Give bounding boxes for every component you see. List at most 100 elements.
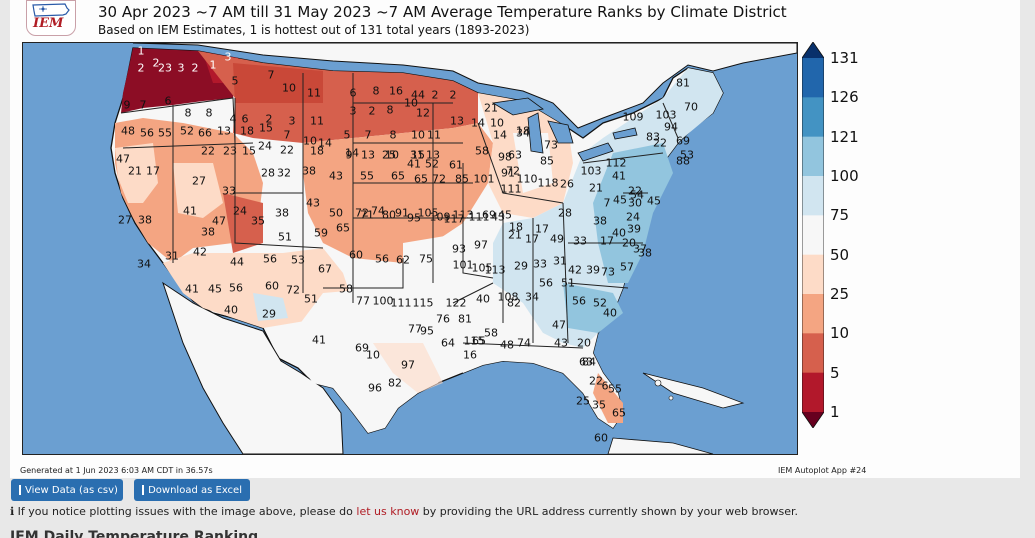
district-rank-label: 101 <box>473 172 495 186</box>
district-rank-label: 15 <box>411 148 425 162</box>
district-rank-label: 70 <box>684 100 698 114</box>
district-rank-label: 65 <box>414 172 428 186</box>
district-rank-label: 69 <box>676 134 690 148</box>
district-rank-label: 25 <box>382 148 396 162</box>
district-rank-label: 18 <box>516 124 530 138</box>
district-rank-label: 24 <box>258 139 272 153</box>
district-rank-label: 81 <box>676 76 690 90</box>
district-rank-label: 40 <box>224 303 238 317</box>
view-data-csv-button[interactable]: View Data (as csv) <box>11 479 123 501</box>
plotting-issues-notice: ℹ If you notice plotting issues with the… <box>10 505 798 518</box>
district-rank-label: 6 <box>241 112 249 126</box>
district-rank-label: 51 <box>304 292 318 306</box>
district-rank-label: 105 <box>417 206 439 220</box>
district-rank-label: 81 <box>458 312 472 326</box>
colorbar-segment <box>802 136 824 177</box>
district-rank-label: 49 <box>550 232 564 246</box>
colorbar-bottom-arrow <box>802 412 824 428</box>
district-rank-label: 83 <box>646 130 660 144</box>
district-rank-label: 72 <box>432 172 446 186</box>
district-rank-label: 2 <box>368 104 376 118</box>
district-rank-label: 14 <box>493 128 507 142</box>
district-rank-label: 53 <box>680 148 694 162</box>
view-data-csv-label: View Data (as csv) <box>25 484 118 496</box>
colorbar-segment <box>802 333 824 374</box>
district-rank-label: 56 <box>229 281 243 295</box>
district-rank-label: 76 <box>436 312 450 326</box>
district-rank-label: 67 <box>318 262 332 276</box>
district-rank-label: 72 <box>506 164 520 178</box>
district-rank-label: 43 <box>306 196 320 210</box>
district-rank-label: 4 <box>229 112 237 126</box>
district-rank-label: 27 <box>118 213 132 227</box>
iowa-outline-icon <box>32 3 70 17</box>
iem-logo: IEM <box>26 0 76 36</box>
district-rank-label: 94 <box>664 120 678 134</box>
district-rank-label: 66 <box>198 126 212 140</box>
district-rank-label: 41 <box>312 333 326 347</box>
district-rank-label: 111 <box>500 182 522 196</box>
district-rank-label: 12 <box>416 106 430 120</box>
district-rank-label: 115 <box>412 296 434 310</box>
colorbar-tick-label: 126 <box>830 88 859 107</box>
district-rank-label: 55 <box>158 126 172 140</box>
district-rank-label: 6 <box>349 86 357 100</box>
district-rank-label: 111 <box>468 210 490 224</box>
district-rank-label: 50 <box>329 206 343 220</box>
let-us-know-link[interactable]: let us know <box>356 505 420 518</box>
district-rank-label: 63 <box>508 148 522 162</box>
district-rank-label: 42 <box>568 263 582 277</box>
district-rank-label: 105 <box>471 261 493 275</box>
district-rank-label: 91 <box>501 166 515 180</box>
district-rank-label: 18 <box>240 124 254 138</box>
info-text-pre: If you notice plotting issues with the i… <box>14 505 357 518</box>
district-rank-label: 31 <box>410 148 424 162</box>
district-rank-label: 2 <box>431 88 439 102</box>
district-rank-label: 109 <box>622 110 644 124</box>
region-southeast <box>443 283 623 428</box>
district-rank-label: 74 <box>371 204 385 218</box>
district-rank-label: 21 <box>484 101 498 115</box>
district-rank-label: 21 <box>508 228 522 242</box>
district-rank-label: 85 <box>540 154 554 168</box>
district-rank-label: 7 <box>267 68 275 82</box>
district-rank-label: 38 <box>638 246 652 260</box>
district-rank-label: 40 <box>603 306 617 320</box>
district-rank-label: 103 <box>655 108 677 122</box>
district-rank-label: 56 <box>539 276 553 290</box>
district-rank-label: 30 <box>628 196 642 210</box>
colorbar-tick-label: 121 <box>830 127 859 146</box>
district-rank-label: 77 <box>356 294 370 308</box>
district-rank-label: 65 <box>612 406 626 420</box>
district-rank-label: 45 <box>613 193 627 207</box>
district-rank-label: 2 <box>152 56 160 70</box>
colorbar-segment <box>802 215 824 256</box>
district-rank-label: 17 <box>525 232 539 246</box>
district-rank-label: 16 <box>389 84 403 98</box>
info-text-post: by providing the URL address currently s… <box>419 505 799 518</box>
state-borders <box>120 73 679 349</box>
district-rank-label: 43 <box>554 336 568 350</box>
district-rank-label: 17 <box>535 222 549 236</box>
district-rank-label: 3 <box>224 50 232 64</box>
district-rank-label: 3 <box>288 114 296 128</box>
district-rank-label: 73 <box>601 265 615 279</box>
district-rank-label: 2 <box>449 88 457 102</box>
district-rank-label: 93 <box>452 242 466 256</box>
download-excel-button[interactable]: Download as Excel <box>134 479 250 501</box>
canada-land <box>132 43 797 129</box>
district-rank-label: 58 <box>484 326 498 340</box>
district-rank-label: 39 <box>586 263 600 277</box>
district-rank-label: 52 <box>180 124 194 138</box>
district-rank-label: 10 <box>366 348 380 362</box>
district-rank-label: 54 <box>630 188 644 202</box>
district-rank-label: 44 <box>411 88 425 102</box>
district-rank-label: 2 <box>137 61 145 75</box>
district-rank-label: 28 <box>558 206 572 220</box>
district-rank-label: 10 <box>404 96 418 110</box>
district-rank-label: 82 <box>507 296 521 310</box>
district-rank-label: 63 <box>579 355 593 369</box>
district-rank-label: 60 <box>594 431 608 445</box>
table-icon <box>19 485 21 495</box>
